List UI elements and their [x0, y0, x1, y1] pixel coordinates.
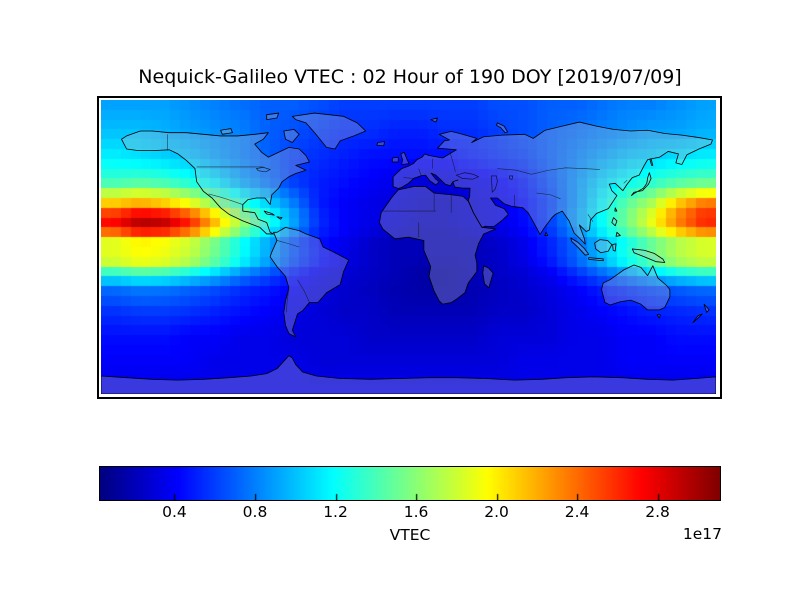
map-axes	[97, 96, 722, 399]
vtec-heatmap	[101, 100, 716, 394]
colorbar	[99, 466, 721, 501]
colorbar-tick-label: 1.6	[403, 503, 429, 521]
colorbar-tick-label: 0.8	[242, 503, 268, 521]
colorbar-gradient	[100, 467, 720, 500]
colorbar-tick-label: 2.8	[645, 503, 670, 521]
colorbar-tick-label: 0.4	[162, 503, 187, 521]
colorbar-scale-offset: 1e17	[682, 525, 722, 543]
plot-title: Nequick-Galileo VTEC : 02 Hour of 190 DO…	[138, 66, 682, 88]
colorbar-label: VTEC	[389, 526, 431, 544]
colorbar-tick-label: 1.2	[323, 503, 348, 521]
colorbar-tick-label: 2.4	[564, 503, 590, 521]
colorbar-tick-labels: 0.4 0.8 1.2 1.6 2.0 2.4 2.8	[99, 503, 721, 523]
colorbar-tick-label: 2.0	[484, 503, 509, 521]
